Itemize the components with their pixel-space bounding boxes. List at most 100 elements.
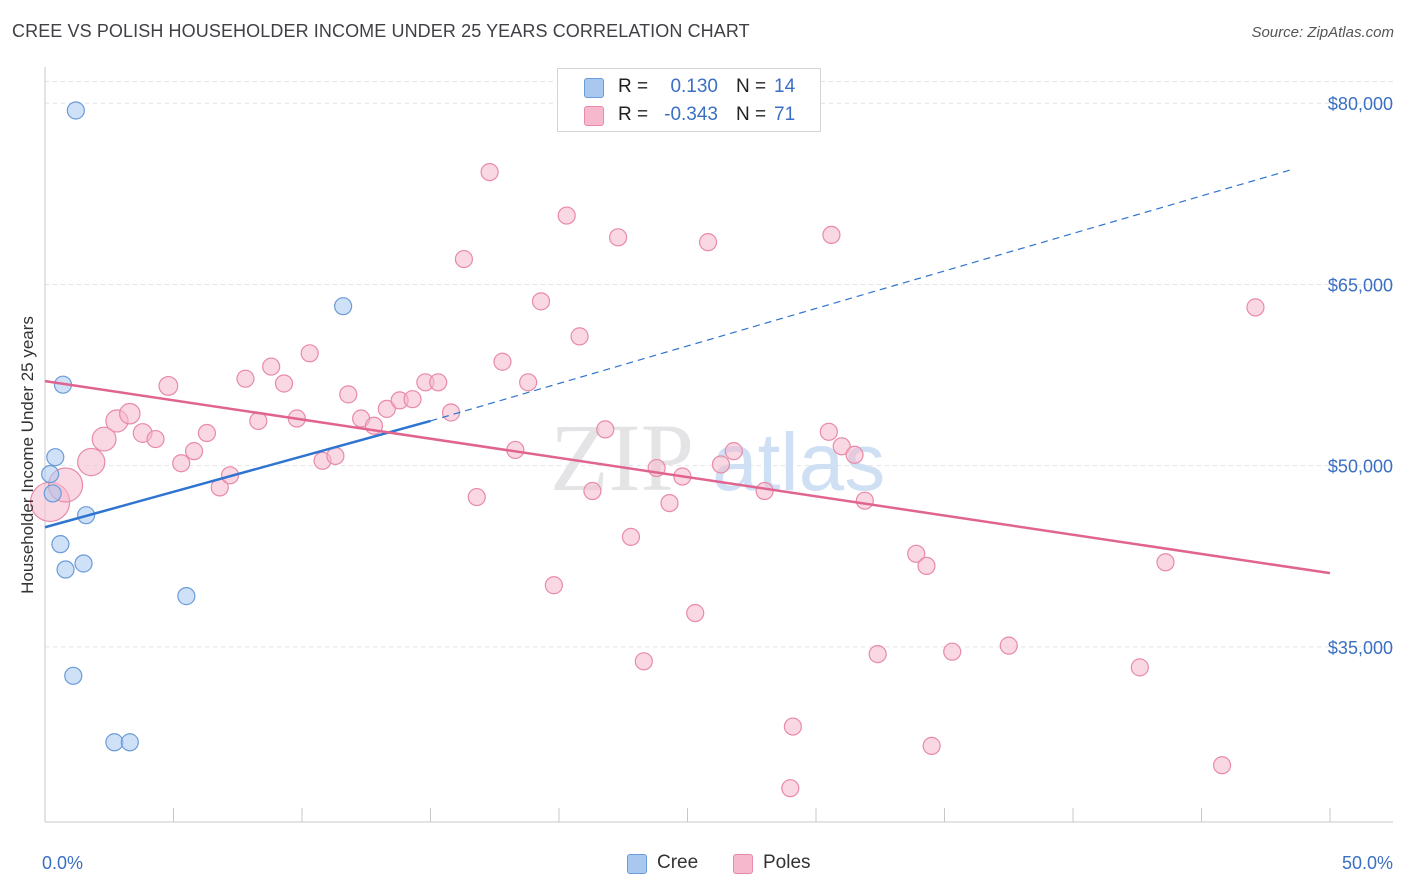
poles-point	[262, 357, 281, 376]
cree-trend-extension	[430, 169, 1292, 422]
source-label: Source: ZipAtlas.com	[1251, 24, 1394, 41]
y-axis-label: Householder Income Under 25 years	[18, 316, 37, 594]
poles-point	[146, 429, 165, 449]
poles-point	[236, 369, 255, 388]
y-tick-label: $50,000	[1328, 457, 1393, 477]
cree-point	[43, 484, 62, 503]
poles-point	[1246, 298, 1265, 317]
poles-point	[634, 652, 653, 671]
y-tick-label: $35,000	[1328, 638, 1393, 658]
poles-point	[1156, 553, 1175, 572]
grid-lines	[45, 80, 1393, 648]
poles-point	[158, 375, 179, 396]
poles-point	[493, 352, 512, 371]
trend-lines	[44, 169, 1331, 575]
tick-labels: $35,000 $50,000 $65,000 $80,000 0.0% 50.0%	[42, 94, 1393, 873]
poles-point	[403, 390, 422, 409]
cree-point	[41, 464, 60, 484]
legend-n-value: 14	[774, 76, 796, 97]
poles-point	[184, 442, 204, 461]
bottom-legend-label-cree: Cree	[657, 852, 699, 873]
poles-point	[454, 249, 474, 269]
correlation-legend: R = 0.130 N = 14 R = -0.343 N = 71	[557, 68, 821, 132]
legend-n-label: N =	[736, 76, 767, 97]
poles-point	[339, 385, 358, 404]
poles-points	[29, 162, 1265, 798]
x-tick-label-max: 50.0%	[1342, 853, 1393, 873]
poles-point	[1130, 658, 1149, 677]
poles-point	[819, 422, 838, 441]
poles-point	[557, 206, 576, 225]
poles-point	[724, 442, 743, 461]
legend-r-label: R =	[618, 104, 649, 125]
poles-point	[274, 374, 294, 393]
poles-point	[922, 736, 941, 755]
cree-point	[105, 733, 124, 752]
watermark-zip: ZIP	[550, 404, 694, 511]
legend-swatch-poles	[584, 106, 604, 126]
legend-row-cree: R = 0.130 N = 14	[558, 72, 820, 100]
poles-point	[480, 162, 499, 182]
poles-point	[570, 327, 589, 346]
cree-points	[41, 101, 353, 752]
legend-row-poles: R = -0.343 N = 71	[558, 100, 820, 128]
cree-trend-line	[44, 419, 431, 529]
poles-point	[855, 491, 874, 510]
bottom-legend-swatch-cree	[627, 854, 647, 874]
poles-point	[917, 556, 936, 576]
x-tick-label-min: 0.0%	[42, 853, 83, 873]
poles-point	[1212, 756, 1232, 775]
y-tick-label: $80,000	[1328, 94, 1393, 114]
poles-point	[441, 403, 461, 422]
poles-point	[781, 779, 800, 798]
poles-point	[755, 481, 774, 501]
legend-swatch-cree	[584, 78, 604, 98]
cree-point	[74, 554, 93, 573]
poles-point	[907, 544, 926, 563]
legend-r-label: R =	[618, 76, 649, 97]
cree-point	[334, 297, 353, 316]
cree-point	[46, 448, 65, 467]
cree-point	[177, 587, 196, 606]
poles-point	[583, 481, 602, 501]
poles-point	[531, 292, 551, 311]
poles-point	[197, 423, 217, 443]
poles-point	[519, 373, 538, 392]
cree-point	[64, 666, 83, 685]
cree-point	[51, 535, 70, 554]
poles-point	[822, 225, 841, 245]
poles-trend-line	[44, 379, 1331, 575]
poles-point	[943, 642, 962, 661]
legend-n-value: 71	[774, 104, 796, 125]
poles-point	[119, 402, 141, 425]
poles-point	[429, 373, 448, 392]
poles-point	[832, 437, 851, 456]
legend-r-value: -0.343	[664, 104, 718, 125]
poles-point	[300, 344, 319, 363]
poles-point	[596, 420, 615, 439]
poles-point	[467, 487, 486, 507]
poles-point	[999, 636, 1018, 655]
bottom-legend-swatch-poles	[733, 854, 753, 874]
poles-point	[77, 447, 106, 477]
poles-point	[783, 717, 802, 736]
chart-title: CREE VS POLISH HOUSEHOLDER INCOME UNDER …	[12, 21, 750, 41]
poles-point	[377, 399, 396, 418]
poles-point	[172, 454, 191, 473]
y-tick-label: $65,000	[1328, 275, 1393, 295]
cree-point	[56, 560, 75, 579]
poles-point	[609, 228, 628, 247]
legend-r-value: 0.130	[670, 76, 718, 97]
poles-point	[621, 527, 641, 547]
poles-point	[686, 603, 705, 623]
cree-point	[120, 733, 139, 752]
poles-point	[660, 493, 679, 513]
cree-point	[66, 101, 85, 120]
poles-point	[698, 233, 718, 252]
bottom-legend-label-poles: Poles	[763, 852, 811, 873]
poles-point	[91, 426, 117, 452]
poles-point	[868, 644, 887, 664]
poles-point	[711, 455, 731, 474]
axes	[44, 67, 1393, 823]
